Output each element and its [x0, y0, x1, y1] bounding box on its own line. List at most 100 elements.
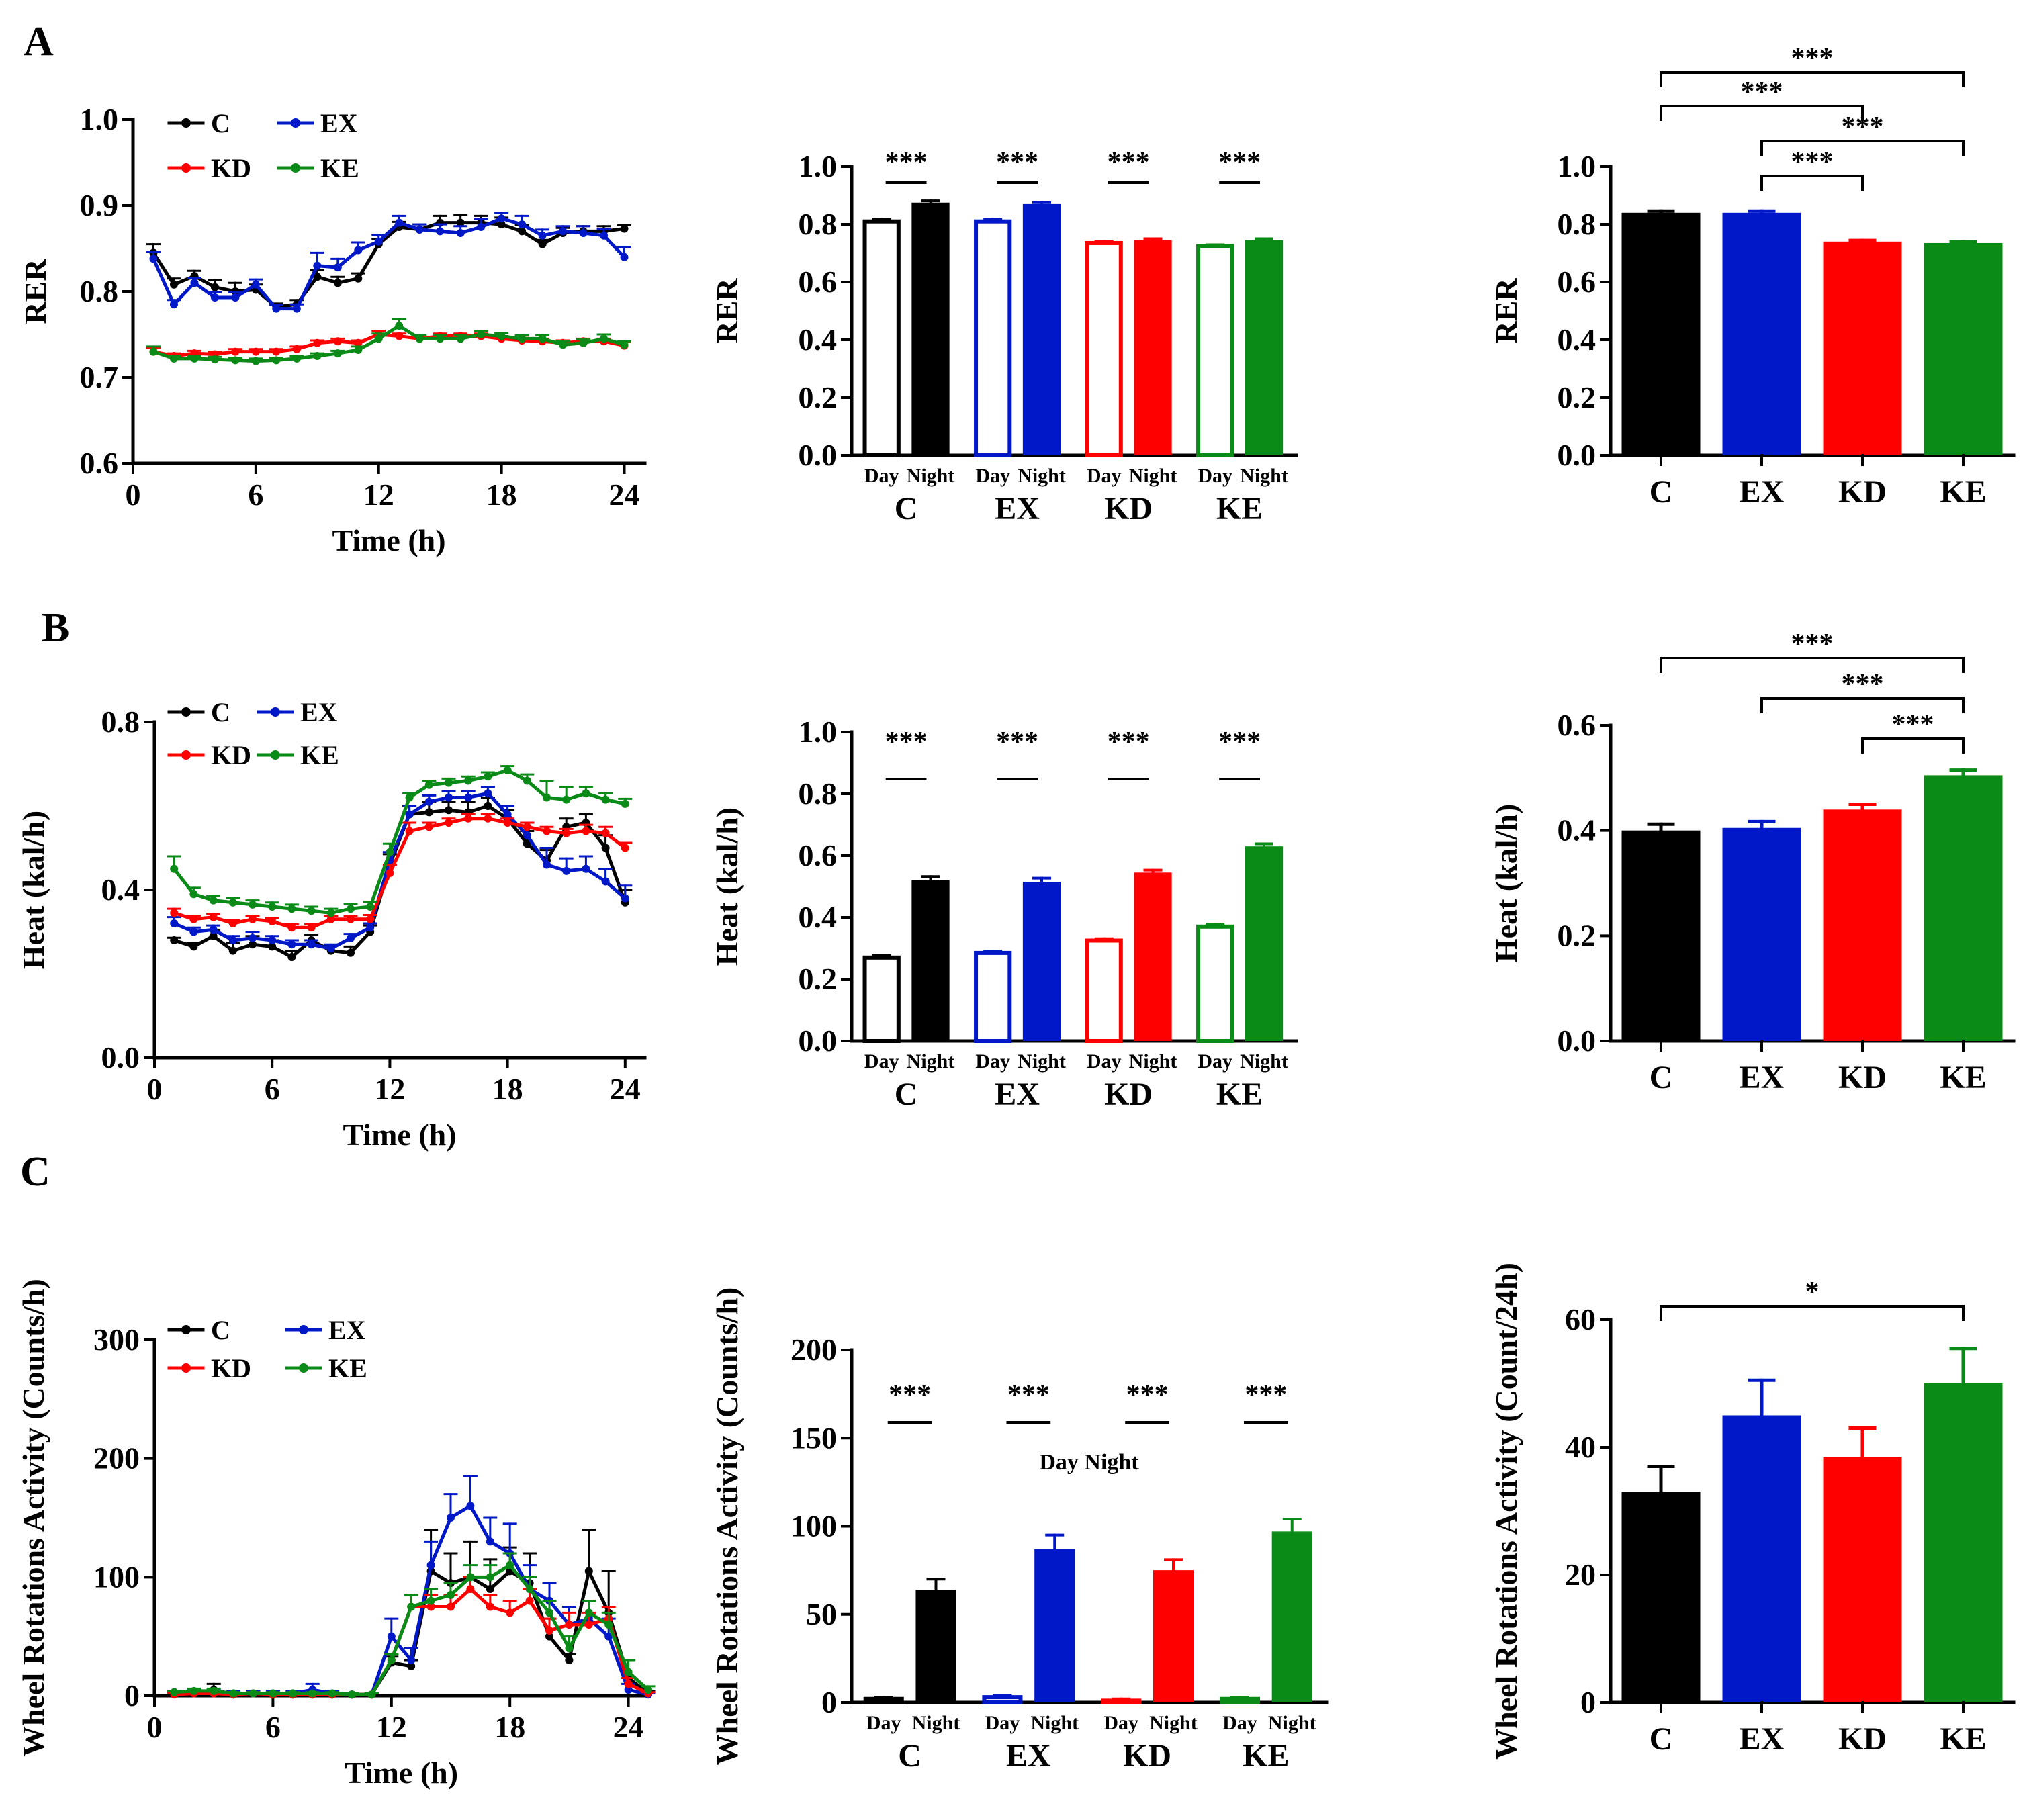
C3-ytick-label: 40	[1565, 1430, 1596, 1464]
A2-ytick-label: 0.0	[799, 438, 838, 472]
panel-a3: 0.0 0.2 0.4 0.6 0.8 1.0 RER C EX KD KE *** *** *** ***	[1489, 43, 2016, 510]
A1-point	[292, 354, 301, 363]
B1-point	[424, 808, 433, 817]
A1-point	[354, 246, 363, 255]
A2-bar-day-ke	[1196, 244, 1234, 457]
B2-ytick-label: 0.6	[799, 838, 838, 872]
B1-point	[209, 896, 218, 905]
B1-point	[268, 936, 277, 944]
A2-ytick-label: 0.8	[799, 207, 838, 241]
A1-point	[600, 334, 609, 343]
B1-point	[445, 793, 453, 802]
A2-bar-day-ex	[974, 219, 1012, 457]
C1-legend-label-ex: EX	[328, 1315, 366, 1345]
A1-point	[456, 218, 465, 227]
A2-group-label-ex: EX	[995, 491, 1040, 527]
A2-significance: ***	[1218, 147, 1261, 178]
C1-point	[604, 1632, 613, 1641]
C1-legend-marker-ke	[299, 1363, 308, 1373]
C1-point	[407, 1602, 416, 1611]
panel-label-c: C	[20, 1149, 50, 1195]
C3-ytick-label: 60	[1565, 1302, 1596, 1336]
B1-point	[405, 793, 414, 802]
C1-point	[565, 1621, 574, 1629]
B3-bar-kd	[1823, 809, 1902, 1041]
C1-point	[288, 1689, 297, 1698]
B2-bar-day-c	[862, 955, 901, 1044]
B1-point	[326, 944, 335, 953]
C1-point	[486, 1537, 494, 1546]
A1-point	[497, 332, 506, 340]
B1-point	[287, 905, 296, 913]
B2-sublabel-day: Day	[864, 1050, 899, 1073]
A1-point	[497, 220, 506, 229]
A1-legend-marker-ke	[291, 163, 300, 173]
B1-point	[228, 936, 237, 944]
C2-sublabel-night: Night	[1268, 1712, 1316, 1734]
A1-point	[231, 347, 240, 356]
A1-point	[518, 220, 527, 229]
A1-point	[620, 340, 629, 349]
B2-significance: ***	[885, 727, 928, 758]
A1-point	[333, 349, 342, 358]
B1-ytick-label: 0.0	[101, 1040, 140, 1075]
B1-point	[582, 789, 590, 798]
C2-bar-night-kd	[1153, 1570, 1194, 1702]
A1-point	[292, 345, 301, 353]
B1-point	[268, 942, 277, 951]
B1-point	[228, 898, 237, 907]
A2-sublabel-day: Day	[1087, 465, 1122, 487]
C1-legend-marker-kd	[181, 1363, 191, 1373]
A1-point	[313, 273, 322, 281]
C1-point	[170, 1688, 179, 1696]
C2-y-title: Wheel Rotations Activity (Counts/h)	[710, 1287, 744, 1766]
B1-point	[562, 795, 571, 804]
C1-point	[466, 1585, 475, 1593]
C1-point	[545, 1626, 553, 1635]
A1-series-kd	[146, 330, 632, 360]
A1-point	[415, 334, 424, 343]
C1-point	[545, 1632, 553, 1641]
A2-sublabel-night: Night	[1018, 465, 1066, 487]
A3-comparison-bracket	[1660, 105, 1864, 121]
A1-point	[497, 214, 506, 223]
B1-point	[307, 907, 316, 915]
B1-point	[287, 953, 296, 961]
A2-sublabel-night: Night	[1129, 465, 1177, 487]
B1-point	[228, 919, 237, 927]
A1-legend-label-ke: KE	[320, 153, 359, 183]
A1-point	[354, 338, 363, 347]
panel-c3: 0 20 40 60 Wheel Rotations Activity (Count/2…	[1489, 1263, 2016, 1760]
A1-point	[333, 337, 342, 346]
C2-group-label-ex: EX	[1006, 1738, 1051, 1774]
C2-sublabel-day: Day	[1104, 1712, 1138, 1734]
A1-line-ex	[152, 216, 626, 311]
B1-point	[523, 839, 531, 848]
C1-point	[525, 1596, 534, 1605]
A1-point	[518, 334, 527, 343]
A1-legend-label-ex: EX	[320, 108, 358, 138]
B1-point	[562, 866, 571, 875]
A2-sublabel-night: Night	[907, 465, 955, 487]
A1-point	[169, 280, 178, 289]
B1-legend-label-ex: EX	[300, 697, 338, 727]
B1-point	[621, 844, 629, 852]
C2-sublabel-day: Day	[1222, 1712, 1257, 1734]
C1-legend-label-kd: KD	[211, 1353, 251, 1383]
B1-point	[366, 923, 375, 932]
A1-point	[436, 227, 445, 236]
B1-point	[523, 823, 531, 831]
C1-legend-marker-c	[181, 1325, 191, 1334]
A2-y-title: RER	[710, 278, 744, 344]
A1-point	[313, 261, 322, 270]
C1-point	[308, 1689, 317, 1698]
B1-point	[503, 810, 512, 819]
C1-point	[426, 1602, 435, 1611]
B2-bar-day-ke	[1196, 924, 1234, 1044]
A1-point	[313, 352, 322, 360]
A1-legend-marker-ex	[291, 118, 300, 128]
C3-ytick-label: 20	[1565, 1557, 1596, 1592]
B2-ytick-label: 0.8	[799, 776, 838, 811]
C1-xtick-label: 24	[613, 1710, 644, 1744]
